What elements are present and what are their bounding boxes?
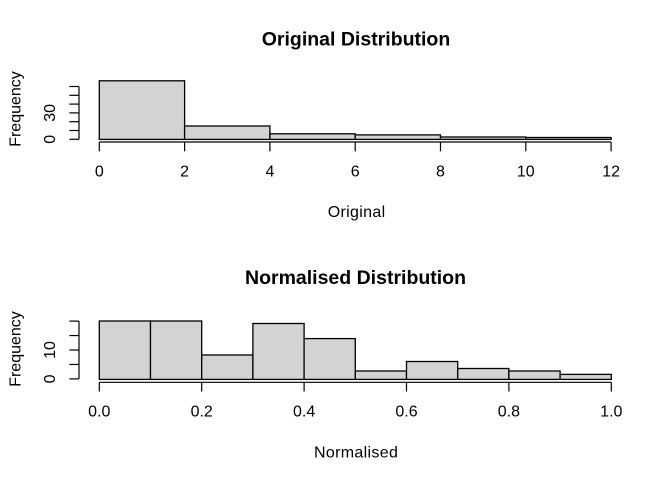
svg-text:8: 8 <box>436 164 445 181</box>
svg-text:0: 0 <box>95 164 104 181</box>
svg-text:Frequency: Frequency <box>7 71 24 147</box>
svg-text:4: 4 <box>265 164 274 181</box>
svg-text:12: 12 <box>602 164 620 181</box>
svg-text:10: 10 <box>42 341 59 359</box>
svg-text:0.0: 0.0 <box>88 404 110 421</box>
svg-text:Normalised: Normalised <box>314 444 398 461</box>
svg-text:Original: Original <box>328 204 386 221</box>
svg-text:6: 6 <box>351 164 360 181</box>
svg-text:0.8: 0.8 <box>498 404 520 421</box>
svg-text:Frequency: Frequency <box>7 311 24 387</box>
svg-text:10: 10 <box>517 164 535 181</box>
svg-text:0.2: 0.2 <box>191 404 213 421</box>
svg-text:0: 0 <box>42 135 59 144</box>
svg-text:30: 30 <box>42 104 59 122</box>
svg-text:1.0: 1.0 <box>600 404 622 421</box>
svg-text:0.6: 0.6 <box>395 404 417 421</box>
svg-text:0: 0 <box>42 374 59 383</box>
svg-text:Normalised Distribution: Normalised Distribution <box>245 267 466 289</box>
svg-text:Original Distribution: Original Distribution <box>262 29 451 51</box>
svg-text:2: 2 <box>180 164 189 181</box>
svg-text:0.4: 0.4 <box>293 404 315 421</box>
